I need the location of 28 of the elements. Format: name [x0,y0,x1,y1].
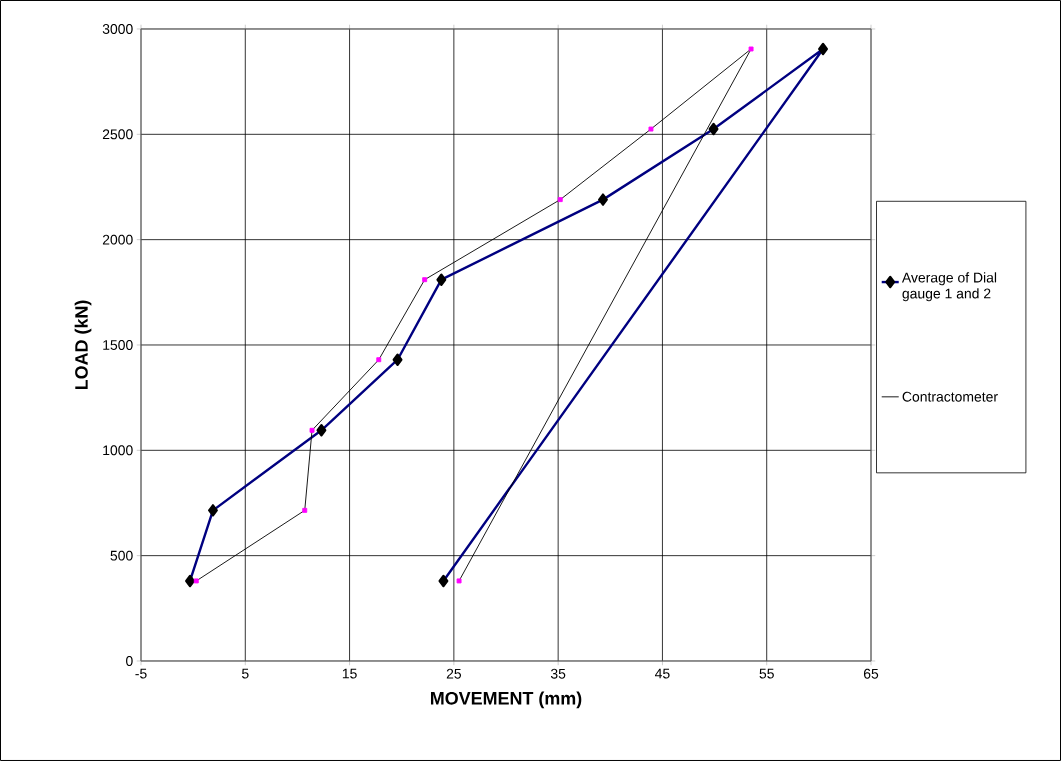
point [309,427,315,433]
y-tick-label: 2000 [102,234,133,245]
point [422,277,428,283]
legend-label: Contractometer [902,391,998,402]
legend-label: Average of Dial gauge 1 and 2 [901,272,997,302]
point [648,126,654,132]
y-tick-label: 2500 [102,129,133,140]
point [193,578,199,584]
y-tick-label: 3000 [102,24,133,34]
x-tick-label: 25 [446,668,462,679]
point [302,507,308,513]
y-tick-label: 1000 [103,445,133,456]
x-tick-label: 45 [654,668,670,679]
x-tick-label: 55 [759,668,774,679]
y-tick-label: 500 [110,550,133,561]
x-tick-label: 35 [550,668,566,679]
point [456,578,462,584]
point [376,357,382,363]
x-tick-label: 5 [241,668,249,679]
x-tick-label: -5 [135,668,147,679]
x-tick-label: 15 [342,668,357,679]
point [748,46,754,52]
y-tick-label: 0 [126,656,133,666]
x-tick-label: 65 [863,668,879,679]
y-tick-label: 1500 [103,340,133,350]
x-axis-title: MOVEMENT (mm) [430,691,582,709]
y-axis-title: LOAD (kN) [74,300,92,390]
point [557,197,563,203]
